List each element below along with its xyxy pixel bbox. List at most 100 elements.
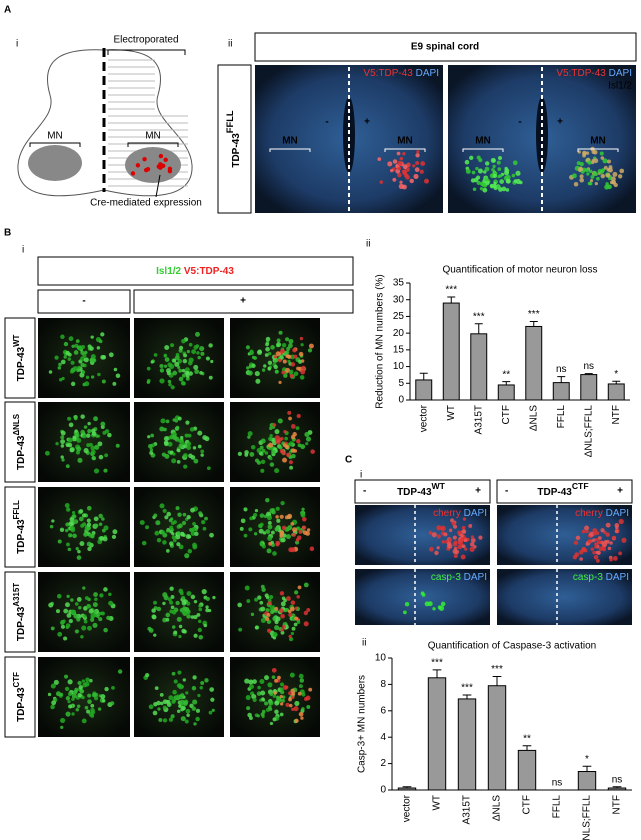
cell [193, 364, 199, 370]
cell [282, 359, 287, 364]
cell [178, 376, 184, 382]
x-tick-label: A315T [462, 795, 473, 824]
cell [605, 522, 611, 528]
cell [440, 601, 446, 607]
cell [420, 161, 426, 167]
y-tick-label: 6 [380, 705, 386, 716]
cell [308, 687, 313, 692]
cell [176, 531, 181, 536]
dapi: DAPI [416, 68, 439, 79]
cell [162, 718, 168, 723]
cell [261, 368, 266, 372]
cell [141, 540, 147, 546]
cell [260, 459, 266, 464]
cell [276, 518, 281, 523]
cell [246, 599, 251, 604]
cell [73, 350, 79, 355]
cell [596, 176, 600, 181]
cell [484, 166, 490, 172]
cell [93, 610, 97, 615]
cell [412, 164, 416, 168]
cell [280, 689, 285, 695]
cell [146, 380, 151, 384]
cell [293, 371, 299, 377]
cell [285, 337, 290, 342]
frame [217, 64, 252, 214]
cell [281, 698, 285, 703]
cell [205, 605, 209, 609]
label-base: TDP-43 [537, 487, 572, 498]
cell [579, 177, 584, 183]
cell [178, 345, 184, 350]
cell [296, 526, 301, 531]
cell [86, 525, 92, 531]
cell [60, 621, 64, 625]
cell [602, 158, 608, 164]
cell [81, 370, 85, 374]
bar [607, 787, 627, 791]
cell [188, 342, 193, 347]
label: + [364, 117, 370, 128]
cell [170, 595, 175, 599]
cell [60, 334, 65, 340]
significance: *** [491, 664, 503, 675]
cell [434, 550, 439, 556]
cell [67, 357, 72, 361]
cell [470, 178, 476, 183]
label-sup: FFLL [12, 500, 21, 519]
cell [281, 343, 287, 348]
cell [268, 595, 274, 600]
cell [290, 362, 296, 367]
cell [67, 437, 73, 443]
x-tick-label: CTF [501, 405, 512, 424]
cell [50, 683, 56, 689]
cell [292, 432, 297, 437]
cell [280, 348, 285, 354]
cell [579, 557, 583, 561]
cell [464, 159, 470, 165]
cell [57, 631, 63, 637]
cell [188, 371, 193, 376]
cell [60, 439, 66, 445]
cell [264, 675, 270, 681]
cell [256, 349, 263, 355]
cre-cell [158, 153, 164, 159]
cell [84, 705, 89, 710]
cell [189, 427, 195, 432]
cell [285, 367, 291, 373]
cell [419, 169, 424, 174]
cell [280, 537, 286, 543]
cell [240, 518, 246, 524]
cell [465, 168, 471, 174]
cell [260, 468, 265, 473]
cell [379, 180, 384, 184]
cell [432, 607, 436, 611]
cell [103, 627, 108, 633]
cell [80, 635, 84, 639]
cell [492, 164, 496, 169]
cell [279, 530, 285, 535]
cell [299, 678, 305, 683]
x-tick-label: vector [402, 794, 413, 822]
cell [159, 364, 164, 369]
cell [267, 360, 273, 366]
error-bar [502, 381, 511, 385]
cell [462, 517, 467, 521]
dapi: DAPI [464, 508, 487, 519]
frame [4, 656, 36, 738]
micrograph [38, 572, 130, 652]
cell [286, 596, 291, 601]
cell [178, 443, 183, 448]
cell [280, 687, 284, 691]
cell [182, 700, 188, 706]
cell [275, 506, 280, 511]
cell [279, 514, 284, 519]
cell [84, 596, 89, 600]
cell [593, 531, 597, 536]
cell [185, 708, 191, 714]
y-axis-label: Casp-3+ MN numbers [357, 675, 368, 773]
cell [201, 519, 206, 525]
sub-label: i [360, 470, 362, 481]
cell [281, 525, 287, 531]
cell [178, 544, 184, 550]
